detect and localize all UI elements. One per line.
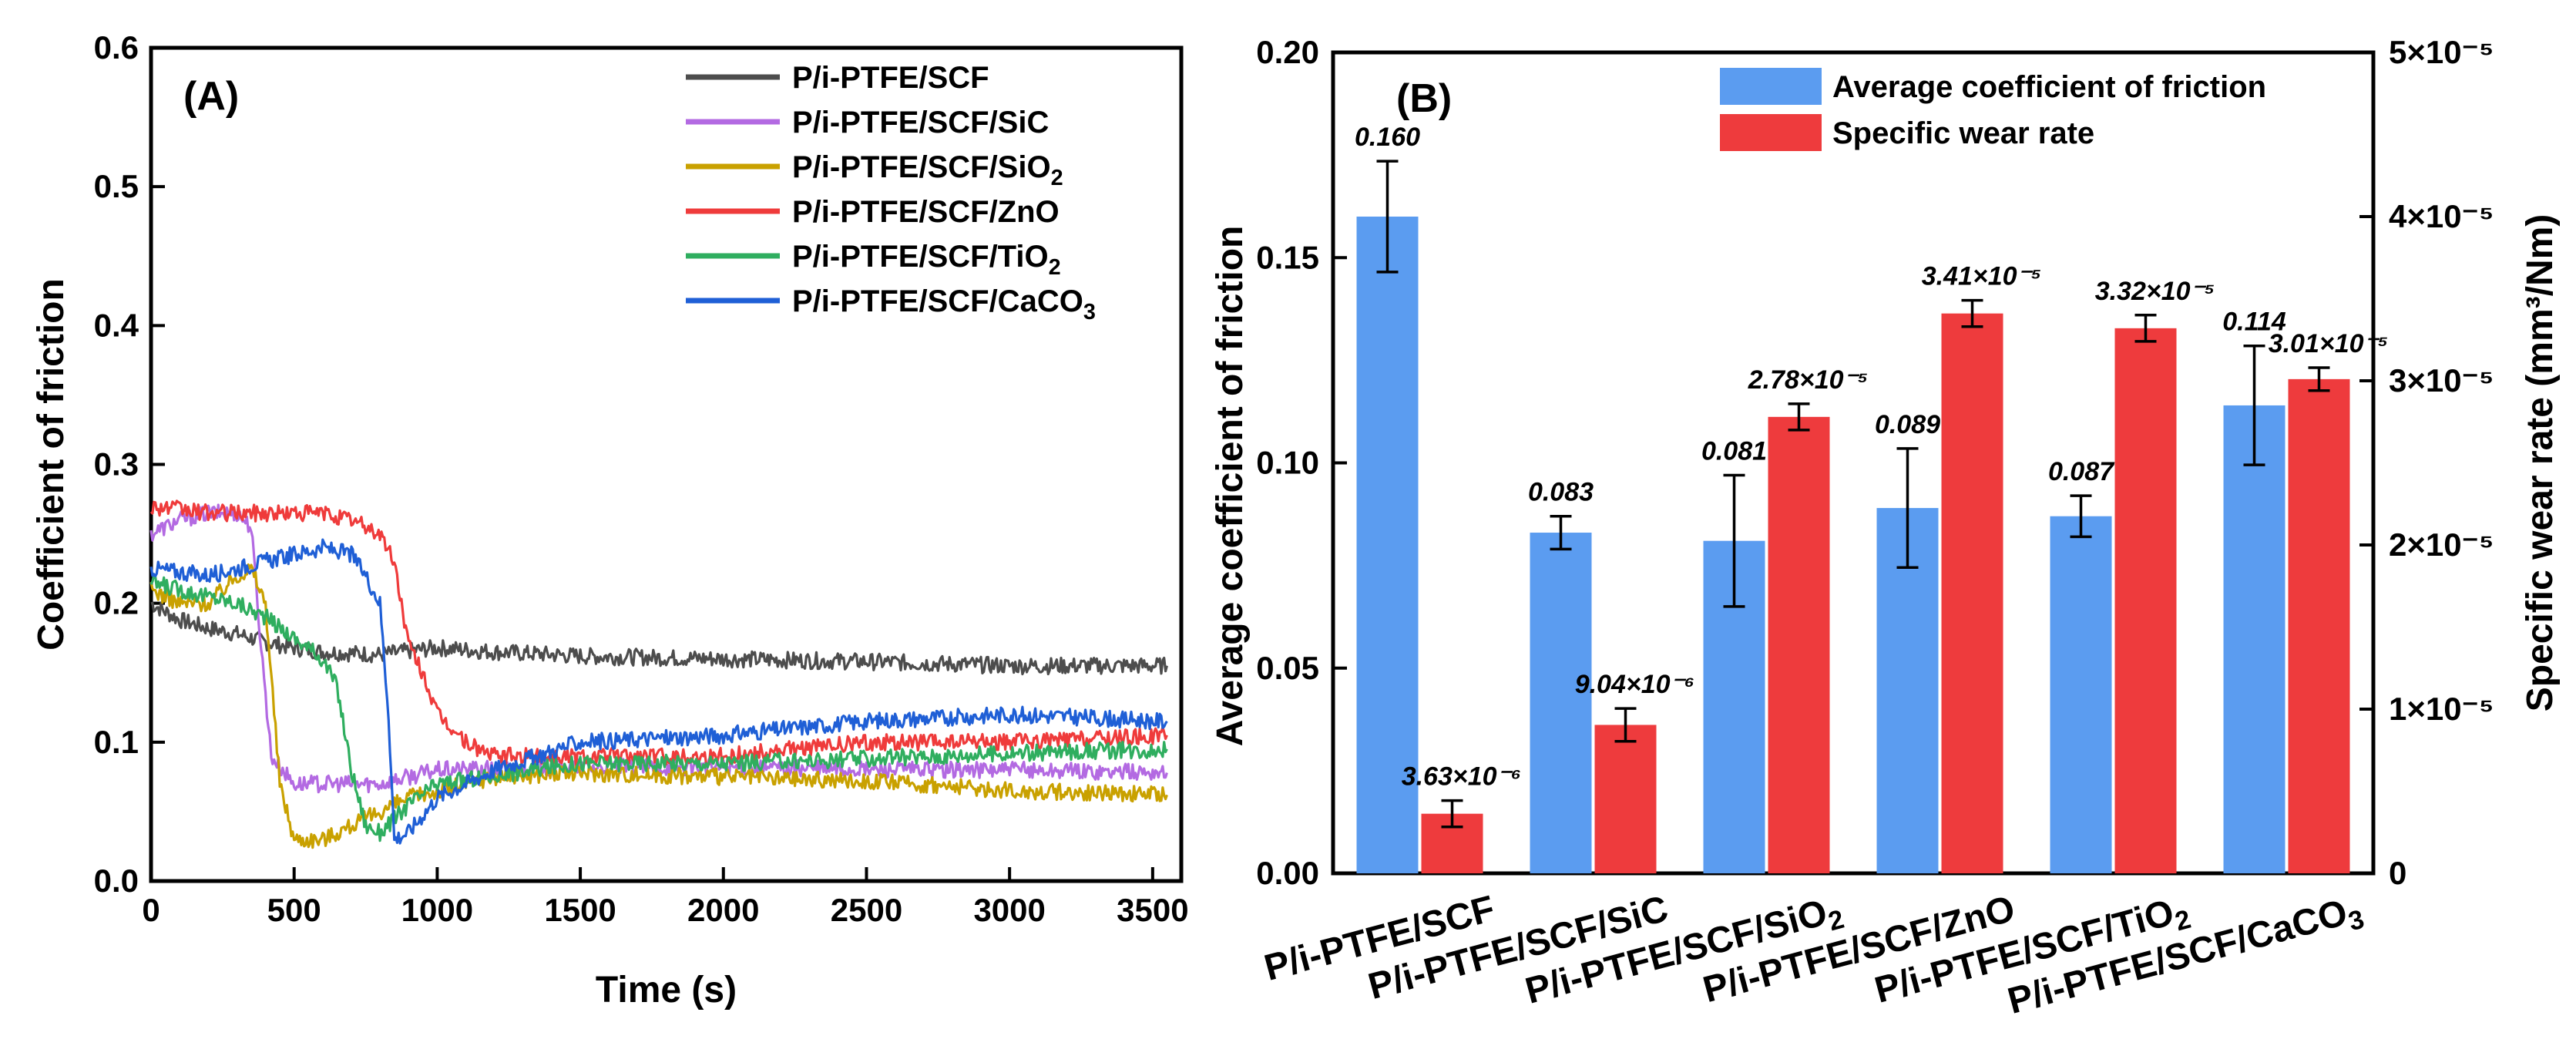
series-line [150, 601, 1168, 676]
legend-label: P/i-PTFE/SCF [792, 61, 989, 95]
panel-b-bar-chart: 0.00 0.05 0.10 0.15 0.20 0 1×10⁻⁵ 2×10⁻⁵ 3×10⁻⁵ 4… [1210, 34, 2561, 1022]
bar-wear-rate [1941, 313, 2003, 873]
data-label-friction: 0.081 [1701, 436, 1767, 466]
bar-friction [1876, 508, 1939, 873]
x-tick-label: 2000 [687, 892, 759, 928]
y-right-tick-label: 4×10⁻⁵ [2389, 198, 2494, 234]
panel-b-frame [1331, 50, 2376, 876]
data-label-friction: 0.087 [2048, 457, 2115, 486]
panel-a-line-chart: 0.0 0.1 0.2 0.3 0.4 0.5 0.6 0 500 1000 1500 2000 250… [31, 29, 1189, 1011]
legend-swatch [1720, 114, 1822, 151]
data-label-friction: 0.089 [1875, 410, 1940, 439]
bar-friction [1356, 217, 1419, 873]
y-tick-label: 0.3 [94, 446, 139, 483]
y-tick-label: 0.10 [1256, 445, 1319, 481]
y-tick-label: 0.4 [94, 307, 139, 343]
y-right-axis-label: Specific wear rate (mm³/Nm) [2520, 214, 2561, 712]
y-right-tick-label: 2×10⁻⁵ [2389, 526, 2494, 563]
data-label-wear-rate: 3.41×10⁻⁵ [1922, 262, 2042, 291]
series-line [149, 538, 1168, 845]
bar-wear-rate [2114, 328, 2177, 874]
bar-friction [2050, 516, 2112, 873]
legend-label: P/i-PTFE/SCF/SiO2 [792, 150, 1063, 190]
y-right-tick-label: 0 [2389, 855, 2406, 891]
bar-friction [1530, 533, 1592, 873]
y-tick-label: 0.15 [1256, 239, 1319, 275]
y-tick-label: 0.2 [94, 585, 139, 621]
x-axis-label: Time (s) [596, 970, 737, 1011]
panel-b-label: (B) [1396, 76, 1452, 121]
data-label-wear-rate: 3.63×10⁻⁶ [1402, 762, 1522, 792]
y-tick-label: 0.6 [94, 29, 139, 66]
y-tick-label: 0.20 [1256, 34, 1319, 70]
y-right-tick-label: 5×10⁻⁵ [2389, 34, 2494, 70]
y-right-tick-label: 1×10⁻⁵ [2389, 691, 2494, 727]
data-label-friction: 0.083 [1528, 478, 1594, 507]
legend-label: P/i-PTFE/SCF/CaCO3 [792, 284, 1096, 325]
y-axis-label: Coefficient of friction [31, 278, 72, 651]
y-tick-label: 0.1 [94, 724, 139, 760]
y-axis-label: Average coefficient of friction [1210, 226, 1251, 747]
legend-label: P/i-PTFE/SCF/SiC [792, 106, 1049, 140]
data-label-wear-rate: 3.32×10⁻⁵ [2095, 277, 2215, 306]
panel-a-label: (A) [183, 74, 239, 119]
series-line [149, 573, 1168, 842]
legend-label: P/i-PTFE/SCF/ZnO [792, 195, 1060, 229]
data-label-wear-rate: 3.01×10⁻⁵ [2269, 329, 2389, 358]
bar-wear-rate [2288, 378, 2350, 873]
x-tick-label: 2500 [831, 892, 902, 928]
y-tick-label: 0.0 [94, 863, 139, 899]
x-tick-label: 1000 [401, 892, 473, 928]
bar-friction [2223, 405, 2285, 873]
x-tick-label: 3000 [973, 892, 1045, 928]
data-label-friction: 0.160 [1355, 123, 1420, 152]
y-tick-label: 0.5 [94, 168, 139, 204]
legend-swatch [1720, 68, 1822, 105]
y-right-tick-label: 3×10⁻⁵ [2389, 362, 2494, 399]
legend-label: Specific wear rate [1832, 116, 2094, 150]
y-tick-label: 0.00 [1256, 855, 1319, 891]
x-tick-label: 1500 [544, 892, 616, 928]
x-tick-label: 3500 [1117, 892, 1188, 928]
bar-wear-rate [1594, 725, 1657, 873]
legend-label: P/i-PTFE/SCF/TiO2 [792, 240, 1061, 280]
x-tick-label: 0 [142, 892, 160, 928]
data-label-friction: 0.114 [2222, 308, 2286, 337]
legend-label: Average coefficient of friction [1832, 70, 2266, 104]
bar-wear-rate [1768, 416, 1830, 873]
series-line [149, 563, 1168, 849]
data-label-wear-rate: 9.04×10⁻⁶ [1575, 670, 1695, 699]
series-line [149, 499, 1168, 766]
data-label-wear-rate: 2.78×10⁻⁵ [1748, 365, 1869, 395]
x-tick-label: 500 [267, 892, 321, 928]
y-tick-label: 0.05 [1256, 650, 1319, 686]
